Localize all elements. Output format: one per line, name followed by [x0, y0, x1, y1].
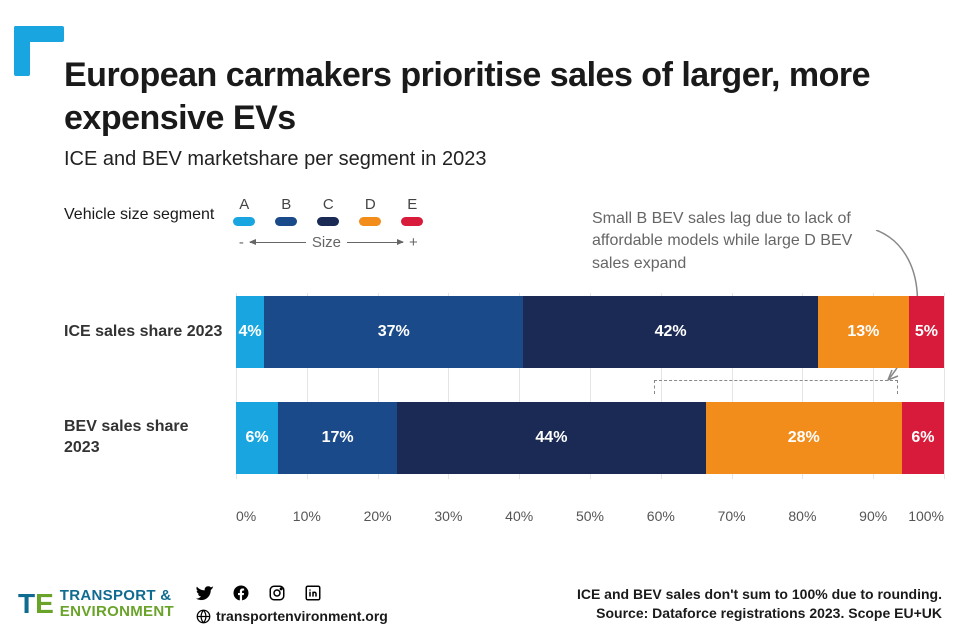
te-logo-mark-icon: TE — [18, 591, 54, 616]
bar-segment: 44% — [397, 402, 705, 474]
row-label: ICE sales share 2023 — [64, 322, 236, 343]
instagram-icon[interactable] — [268, 584, 286, 602]
twitter-icon[interactable] — [196, 584, 214, 602]
stacked-bar: 4%37%42%13%5% — [236, 296, 944, 368]
bar-segment: 13% — [818, 296, 909, 368]
stacked-bar: 6%17%44%28%6% — [236, 402, 944, 474]
chart-annotation: Small B BEV sales lag due to lack of aff… — [592, 208, 872, 275]
axis-tick: 90% — [859, 508, 887, 524]
bar-segment: 28% — [706, 402, 902, 474]
axis-tick: 20% — [364, 508, 392, 524]
comparison-bracket — [654, 380, 898, 394]
row-label: BEV sales share 2023 — [64, 417, 236, 459]
legend-swatch — [317, 217, 339, 226]
legend-segment: E — [400, 196, 424, 226]
legend-segments: A B C D E - Size + — [232, 196, 424, 251]
bar-segment: 6% — [902, 402, 944, 474]
legend-segment: C — [316, 196, 340, 226]
legend-swatch — [233, 217, 255, 226]
facebook-icon[interactable] — [232, 584, 250, 602]
legend-swatch — [275, 217, 297, 226]
grid-line — [944, 293, 945, 479]
size-label: Size — [312, 234, 341, 251]
chart-area: ICE sales share 20234%37%42%13%5% BEV sal… — [64, 296, 944, 516]
legend-letter: D — [365, 196, 376, 213]
org-line2: ENVIRONMENT — [60, 604, 174, 620]
chart-row: ICE sales share 20234%37%42%13%5% — [64, 296, 944, 368]
footer: TE TRANSPORT & ENVIRONMENT transportenvi… — [18, 584, 942, 624]
bar-segment: 37% — [264, 296, 523, 368]
size-axis: - Size + — [239, 234, 418, 251]
axis-tick: 50% — [576, 508, 604, 524]
axis-tick: 70% — [718, 508, 746, 524]
bar-segment: 6% — [236, 402, 278, 474]
te-logo: TE TRANSPORT & ENVIRONMENT — [18, 588, 174, 620]
linkedin-icon[interactable] — [304, 584, 322, 602]
footer-note-2: Source: Dataforce registrations 2023. Sc… — [577, 604, 942, 624]
axis-tick: 80% — [788, 508, 816, 524]
footer-note-1: ICE and BEV sales don't sum to 100% due … — [577, 585, 942, 605]
legend-letter: C — [323, 196, 334, 213]
legend-label: Vehicle size segment — [64, 196, 214, 224]
axis-tick: 60% — [647, 508, 675, 524]
social-icons — [196, 584, 388, 602]
axis-tick: 10% — [293, 508, 321, 524]
legend-letter: E — [407, 196, 417, 213]
legend-letter: B — [281, 196, 291, 213]
arrow-left-icon — [250, 242, 306, 243]
bar-segment: 42% — [523, 296, 817, 368]
axis-tick: 0% — [236, 508, 256, 524]
axis-tick: 100% — [908, 508, 944, 524]
org-line1: TRANSPORT & — [60, 588, 174, 604]
axis-tick: 40% — [505, 508, 533, 524]
legend: Vehicle size segment A B C D E - Size + — [64, 196, 424, 251]
chart-title: European carmakers prioritise sales of l… — [64, 54, 894, 139]
corner-logo-icon — [14, 26, 64, 76]
legend-letter: A — [239, 196, 249, 213]
chart-subtitle: ICE and BEV marketshare per segment in 2… — [64, 148, 486, 171]
arrow-right-icon — [347, 242, 403, 243]
globe-icon — [196, 609, 211, 624]
legend-swatch — [359, 217, 381, 226]
legend-segment: A — [232, 196, 256, 226]
size-minus: - — [239, 234, 244, 251]
bar-segment: 17% — [278, 402, 397, 474]
bar-segment: 4% — [236, 296, 264, 368]
legend-segment: B — [274, 196, 298, 226]
legend-segment: D — [358, 196, 382, 226]
axis-tick: 30% — [434, 508, 462, 524]
chart-row: BEV sales share 20236%17%44%28%6% — [64, 402, 944, 474]
footer-url[interactable]: transportenvironment.org — [216, 608, 388, 624]
size-plus: + — [409, 234, 418, 251]
bar-segment: 5% — [909, 296, 944, 368]
legend-swatch — [401, 217, 423, 226]
